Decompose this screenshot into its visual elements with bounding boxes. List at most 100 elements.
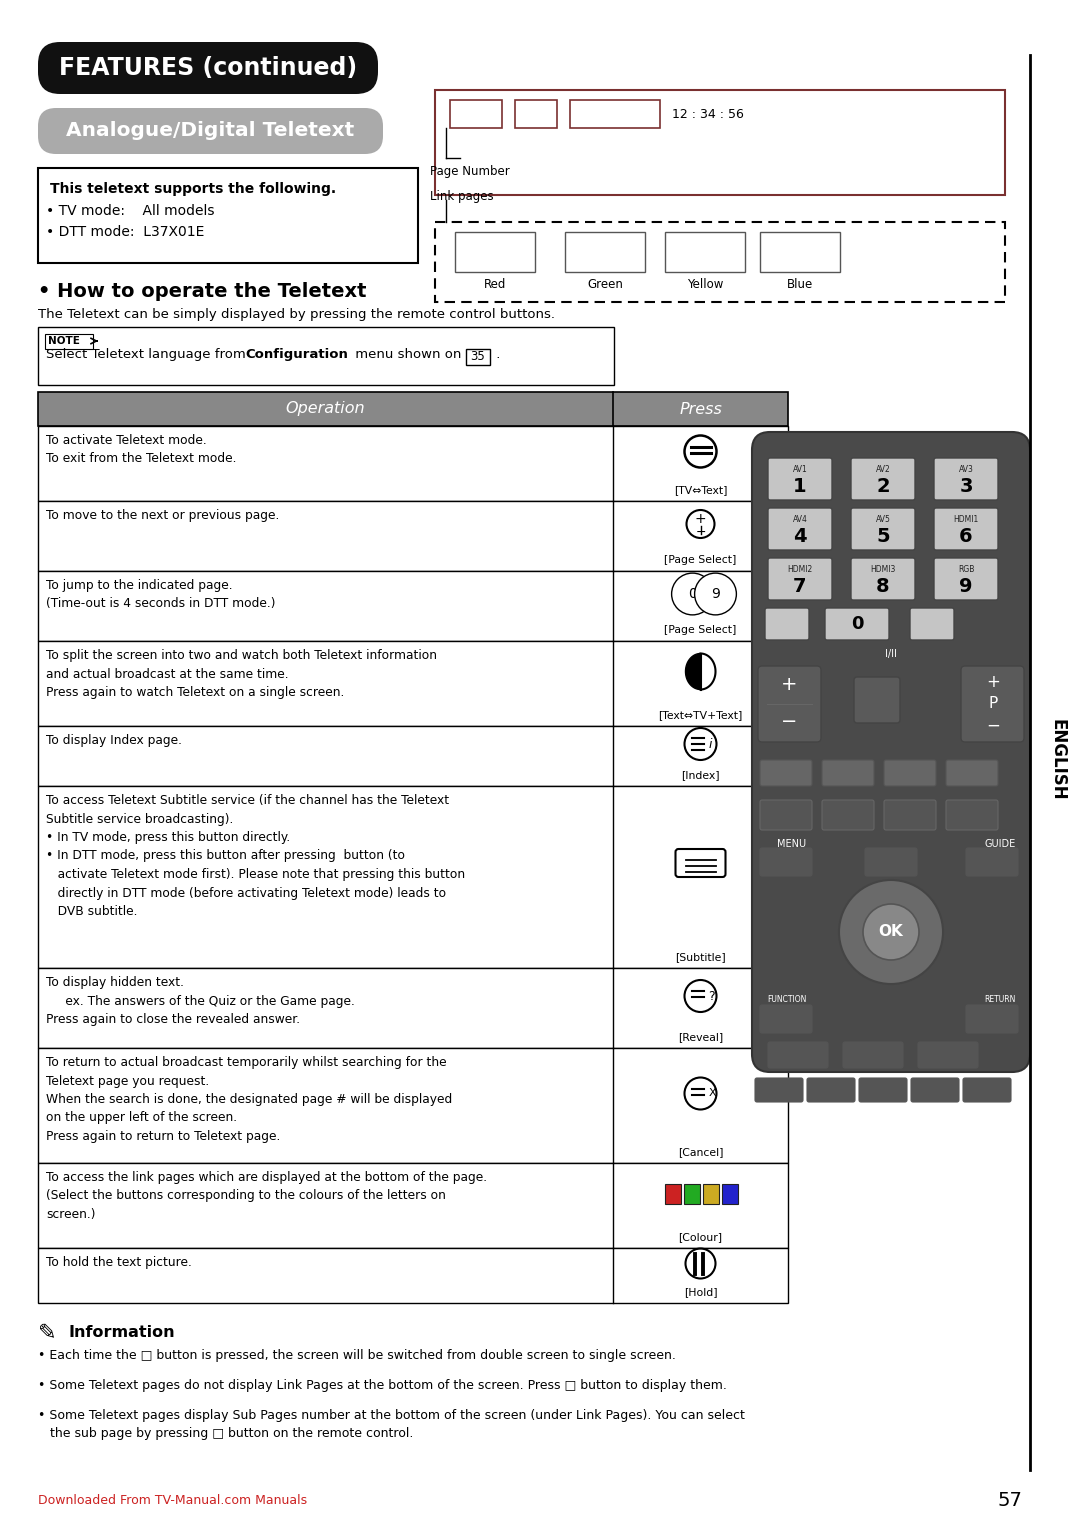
FancyBboxPatch shape (934, 458, 998, 500)
Circle shape (839, 880, 943, 984)
Text: This teletext supports the following.: This teletext supports the following. (50, 182, 336, 196)
Text: 35: 35 (471, 350, 485, 364)
Bar (38, 785, 788, 969)
FancyBboxPatch shape (910, 608, 954, 640)
FancyBboxPatch shape (885, 759, 936, 785)
Text: • DTT mode:  L37X01E: • DTT mode: L37X01E (46, 225, 204, 238)
Bar (435, 222, 1005, 303)
FancyBboxPatch shape (963, 1077, 1011, 1102)
Text: −: − (986, 717, 1000, 735)
FancyBboxPatch shape (768, 458, 832, 500)
FancyBboxPatch shape (885, 801, 936, 830)
Text: FUNCTION: FUNCTION (767, 996, 807, 1004)
Bar (45, 335, 93, 348)
Text: To display Index page.: To display Index page. (46, 733, 183, 747)
Text: [Hold]: [Hold] (684, 1287, 717, 1297)
Text: [Index]: [Index] (681, 770, 719, 779)
FancyBboxPatch shape (822, 801, 874, 830)
Text: [Subtitle]: [Subtitle] (675, 952, 726, 963)
FancyBboxPatch shape (758, 666, 821, 743)
Text: ENGLISH: ENGLISH (1049, 720, 1067, 801)
Text: To jump to the indicated page.
(Time-out is 4 seconds in DTT mode.): To jump to the indicated page. (Time-out… (46, 579, 275, 611)
FancyBboxPatch shape (851, 507, 915, 550)
Text: [Page Select]: [Page Select] (664, 555, 737, 565)
Text: 12 : 34 : 56: 12 : 34 : 56 (672, 107, 744, 121)
Text: P: P (988, 697, 998, 712)
Text: Yellow: Yellow (687, 278, 724, 290)
Text: Select Teletext language from: Select Teletext language from (46, 348, 249, 361)
Bar (665, 232, 745, 272)
Bar (38, 1163, 788, 1248)
FancyBboxPatch shape (843, 1042, 903, 1068)
Bar (684, 1184, 700, 1204)
FancyBboxPatch shape (851, 458, 915, 500)
Text: Operation: Operation (286, 402, 365, 417)
FancyBboxPatch shape (946, 801, 998, 830)
Text: To activate Teletext mode.
To exit from the Teletext mode.: To activate Teletext mode. To exit from … (46, 434, 237, 466)
Text: To access the link pages which are displayed at the bottom of the page.
(Select : To access the link pages which are displ… (46, 1170, 487, 1221)
Text: HDMI1: HDMI1 (954, 515, 978, 524)
Bar (721, 1184, 738, 1204)
Bar (38, 969, 788, 1048)
Text: AV3: AV3 (959, 465, 973, 474)
Text: 4: 4 (793, 527, 807, 545)
Text: To move to the next or previous page.: To move to the next or previous page. (46, 509, 280, 523)
FancyBboxPatch shape (755, 1077, 804, 1102)
Text: 0: 0 (688, 587, 697, 601)
Text: Red: Red (484, 278, 507, 290)
Text: 3: 3 (959, 477, 973, 495)
FancyBboxPatch shape (760, 848, 812, 876)
Text: [Reveal]: [Reveal] (678, 1031, 724, 1042)
Bar (38, 571, 788, 642)
Bar (38, 642, 788, 726)
FancyBboxPatch shape (768, 558, 832, 601)
Text: Downloaded From TV-Manual.com Manuals: Downloaded From TV-Manual.com Manuals (38, 1493, 307, 1507)
Text: AV4: AV4 (793, 515, 808, 524)
Text: [Cancel]: [Cancel] (678, 1148, 724, 1157)
Bar (38, 426, 788, 501)
Text: +: + (694, 512, 706, 526)
FancyBboxPatch shape (946, 759, 998, 785)
FancyBboxPatch shape (918, 1042, 978, 1068)
Text: 9: 9 (959, 576, 973, 596)
Text: Analogue/Digital Teletext: Analogue/Digital Teletext (66, 122, 354, 141)
FancyBboxPatch shape (966, 1005, 1018, 1033)
Text: 0: 0 (851, 614, 863, 633)
FancyBboxPatch shape (934, 558, 998, 601)
Text: 1: 1 (793, 477, 807, 495)
Text: Page Number: Page Number (430, 165, 510, 177)
FancyBboxPatch shape (851, 558, 915, 601)
Circle shape (863, 905, 919, 960)
FancyBboxPatch shape (859, 1077, 907, 1102)
Text: .: . (492, 348, 500, 361)
Text: FEATURES (continued): FEATURES (continued) (59, 57, 357, 79)
FancyBboxPatch shape (865, 848, 917, 876)
Text: [Page Select]: [Page Select] (664, 625, 737, 636)
Bar (664, 1184, 680, 1204)
Text: To split the screen into two and watch both Teletext information
and actual broa: To split the screen into two and watch b… (46, 649, 437, 698)
Text: [TV⇔Text]: [TV⇔Text] (674, 484, 727, 495)
Bar (38, 327, 615, 385)
Text: 5: 5 (876, 527, 890, 545)
Text: • Each time the □ button is pressed, the screen will be switched from double scr: • Each time the □ button is pressed, the… (38, 1349, 676, 1361)
Text: RETURN: RETURN (984, 996, 1015, 1004)
Bar (465, 348, 490, 365)
Text: +: + (986, 672, 1000, 691)
Text: HDMI3: HDMI3 (870, 564, 895, 573)
FancyBboxPatch shape (768, 507, 832, 550)
Text: +: + (781, 675, 797, 695)
Text: ~: ~ (699, 587, 708, 601)
Text: OK: OK (879, 924, 903, 940)
FancyBboxPatch shape (822, 759, 874, 785)
FancyBboxPatch shape (768, 1042, 828, 1068)
Bar (760, 232, 840, 272)
FancyBboxPatch shape (961, 666, 1024, 743)
Bar (38, 726, 788, 785)
FancyBboxPatch shape (825, 608, 889, 640)
Text: • How to operate the Teletext: • How to operate the Teletext (38, 283, 366, 301)
Bar (450, 99, 502, 128)
Text: 7: 7 (793, 576, 807, 596)
Text: X: X (708, 1088, 716, 1099)
Text: MENU: MENU (778, 839, 807, 850)
FancyBboxPatch shape (760, 1005, 812, 1033)
